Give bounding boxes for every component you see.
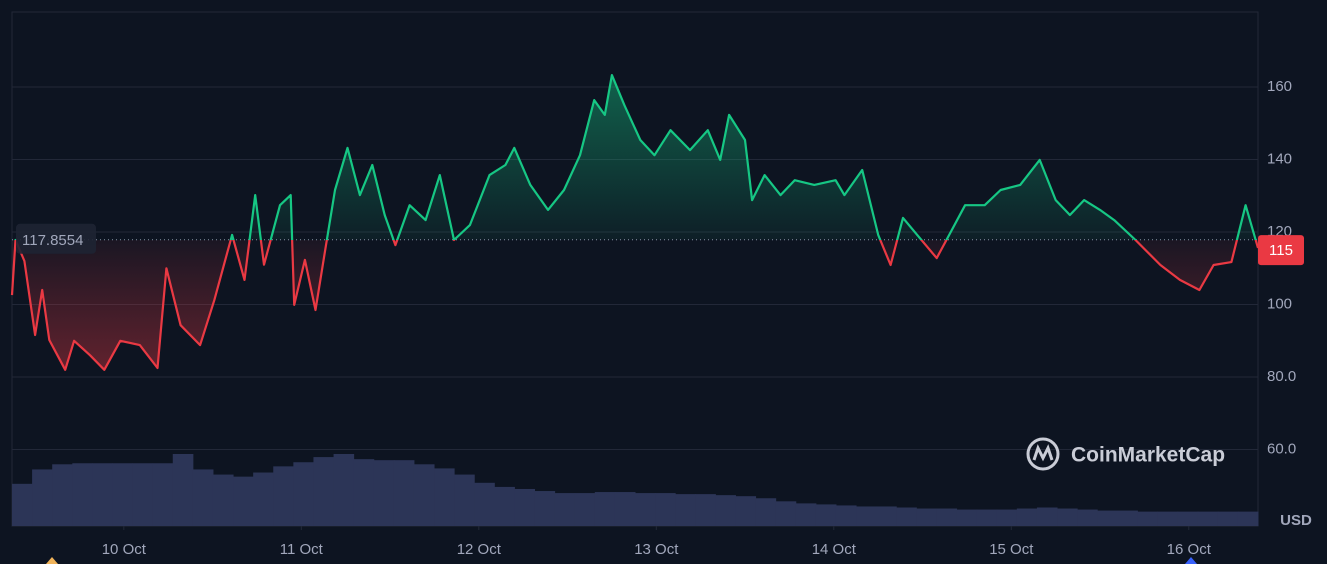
volume-bar <box>815 504 837 526</box>
volume-bar <box>936 508 958 526</box>
y-tick-label: 100 <box>1267 295 1292 312</box>
volume-bar <box>474 482 495 526</box>
watermark-text: CoinMarketCap <box>1071 444 1225 467</box>
volume-bar <box>635 493 656 526</box>
volume-bar <box>594 492 616 526</box>
volume-bar <box>393 460 415 526</box>
volume-bar <box>1217 511 1239 526</box>
watermark-icon-mark <box>1032 444 1054 462</box>
x-tick-label: 12 Oct <box>457 541 502 558</box>
volume-bar <box>1036 507 1058 526</box>
volume-bar <box>1077 509 1098 526</box>
volume-bar <box>916 508 937 526</box>
volume-bar <box>534 491 556 526</box>
volume-bar <box>695 494 716 526</box>
volume-bar <box>233 476 254 526</box>
volume-bar <box>92 463 113 526</box>
volume-bar <box>1197 511 1219 526</box>
volume-bar <box>1157 511 1179 526</box>
volume-bar <box>795 503 817 526</box>
volume-bar <box>212 474 234 526</box>
volume-bar <box>1097 510 1118 526</box>
volume-bar <box>293 462 314 526</box>
price-area <box>12 75 1258 370</box>
volume-bar <box>1237 511 1259 526</box>
volume-bar <box>273 466 294 526</box>
volume-bar <box>715 495 736 526</box>
volume-bar <box>514 488 536 526</box>
watermark: CoinMarketCap <box>1026 437 1225 471</box>
currency-label: USD <box>1280 512 1312 529</box>
y-tick-label: 80.0 <box>1267 368 1296 385</box>
x-tick-label: 10 Oct <box>102 541 147 558</box>
volume-bar <box>755 498 777 526</box>
volume-bar <box>373 460 395 526</box>
volume-bar <box>1117 510 1138 526</box>
x-tick-label: 13 Oct <box>634 541 679 558</box>
volume-bar <box>614 492 636 526</box>
event-marker <box>1185 557 1197 564</box>
volume-bar <box>152 463 174 526</box>
volume-bar <box>413 464 435 526</box>
volume-bar <box>454 474 475 526</box>
volume-bar <box>313 457 335 526</box>
price-line <box>10 74 1260 371</box>
y-tick-label: 160 <box>1267 78 1292 95</box>
volume-bar <box>112 463 134 526</box>
baseline-label: 117.8554 <box>22 232 83 249</box>
volume-bar <box>32 469 53 526</box>
x-tick-label: 15 Oct <box>989 541 1034 558</box>
volume-bar <box>1177 511 1199 526</box>
volume-bar <box>333 454 355 526</box>
volume-bar <box>72 463 93 526</box>
volume-bar <box>876 506 897 526</box>
volume-bar <box>12 483 33 526</box>
volume-bar <box>956 509 978 526</box>
volume-bar <box>132 463 154 526</box>
price-badge <box>1258 235 1304 266</box>
volume-bar <box>434 468 455 526</box>
volume-bar <box>554 493 576 526</box>
event-marker <box>46 557 58 564</box>
volume-bar <box>574 493 596 526</box>
volume-bar <box>896 507 917 526</box>
volume-bar <box>172 454 194 526</box>
volume-bar <box>835 505 857 526</box>
volume-bar <box>253 472 274 526</box>
volume-bar <box>353 459 375 526</box>
volume-bar <box>976 509 998 526</box>
volume-bar <box>1137 511 1159 526</box>
volume-bar <box>675 494 696 526</box>
y-tick-label: 60.0 <box>1267 440 1296 457</box>
volume-bar <box>1057 508 1078 526</box>
volume-bar <box>655 493 676 526</box>
x-tick-label: 16 Oct <box>1167 541 1212 558</box>
x-tick-label: 11 Oct <box>280 541 324 558</box>
baseline-label-box <box>16 223 96 254</box>
watermark-icon <box>1026 437 1060 471</box>
volume-bar <box>856 506 877 526</box>
x-tick-label: 14 Oct <box>812 541 857 558</box>
volume-bar <box>494 486 515 526</box>
volume-bar <box>192 469 214 526</box>
volume-bar <box>996 509 1018 526</box>
volume-bar <box>735 496 757 526</box>
volume-bar <box>775 501 797 526</box>
volume-bar <box>52 464 73 526</box>
volume-bar <box>1016 508 1038 526</box>
price-badge-label: 115 <box>1269 242 1293 259</box>
y-tick-label: 140 <box>1267 150 1292 167</box>
